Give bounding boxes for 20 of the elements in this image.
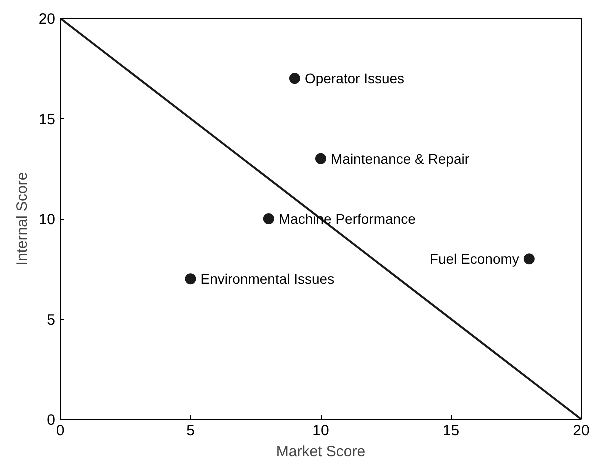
y-tick-label: 0 <box>47 412 56 429</box>
y-axis-title: Internal Score <box>14 172 31 266</box>
x-tick-label: 20 <box>573 422 590 440</box>
point <box>316 153 326 164</box>
y-tick-label: 5 <box>47 312 56 329</box>
y-tick-label: 15 <box>38 111 56 128</box>
point <box>524 254 535 265</box>
annotation: Fuel Economy <box>430 251 520 268</box>
annotation: Environmental Issues <box>200 271 335 288</box>
annotation: Maintenance & Repair <box>331 150 470 167</box>
x-tick-label: 10 <box>312 422 330 440</box>
x-axis-title: Market Score <box>276 444 366 460</box>
y-tick-label: 20 <box>38 11 56 28</box>
point <box>263 214 274 224</box>
x-tick-label: 15 <box>442 422 460 440</box>
x-tick-label: 5 <box>186 422 195 440</box>
annotation: Operator Issues <box>304 70 405 87</box>
y-tick-label: 10 <box>38 212 56 228</box>
point <box>185 274 196 285</box>
point <box>289 73 300 84</box>
